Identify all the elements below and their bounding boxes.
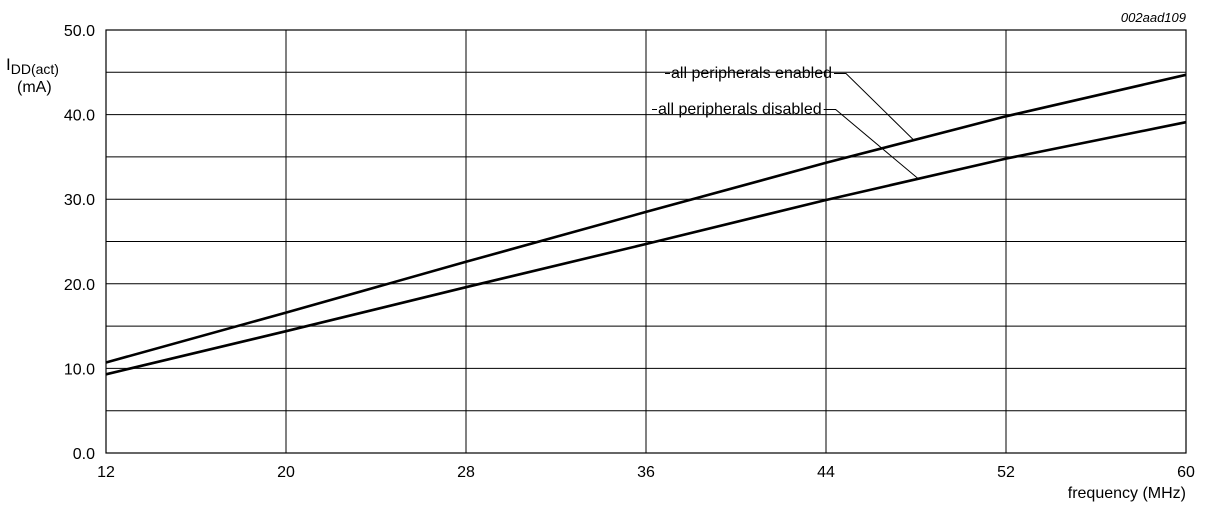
tick-labels: 12 20 28 36 44 52 60 0.0 10.0 20.0 30.0 40.0 50.0	[64, 23, 1195, 481]
leader-disabled	[823, 109, 919, 180]
y-tick-label: 50.0	[64, 23, 95, 40]
x-tick-label: 12	[97, 464, 115, 481]
y-tick-label: 10.0	[64, 361, 95, 378]
x-tick-label: 44	[817, 464, 835, 481]
x-tick-label: 36	[637, 464, 655, 481]
grid	[105, 29, 1187, 454]
y-axis-label-main: I	[6, 55, 11, 74]
figure-code: 002aad109	[1121, 10, 1186, 25]
series-label-disabled: all peripherals disabled	[658, 101, 822, 118]
series-line-disabled	[105, 120, 1187, 376]
series-line-enabled	[105, 73, 1187, 364]
x-tick-label: 28	[457, 464, 475, 481]
plot-frame	[105, 29, 1187, 454]
x-axis-label: frequency (MHz)	[1068, 485, 1186, 502]
label-leaders	[652, 73, 919, 180]
leader-enabled	[834, 73, 915, 141]
y-tick-label: 40.0	[64, 108, 95, 125]
x-tick-label: 60	[1177, 464, 1195, 481]
y-tick-label: 0.0	[73, 446, 95, 463]
y-axis-label: IDD(act)	[6, 55, 59, 77]
y-axis-label-sub: DD(act)	[11, 61, 59, 77]
series-label-enabled: all peripherals enabled	[671, 65, 832, 82]
y-tick-label: 30.0	[64, 192, 95, 209]
x-tick-label: 20	[277, 464, 295, 481]
series-group	[105, 73, 1187, 376]
x-tick-label: 52	[997, 464, 1015, 481]
y-axis-unit: (mA)	[17, 79, 52, 96]
y-tick-label: 20.0	[64, 277, 95, 294]
